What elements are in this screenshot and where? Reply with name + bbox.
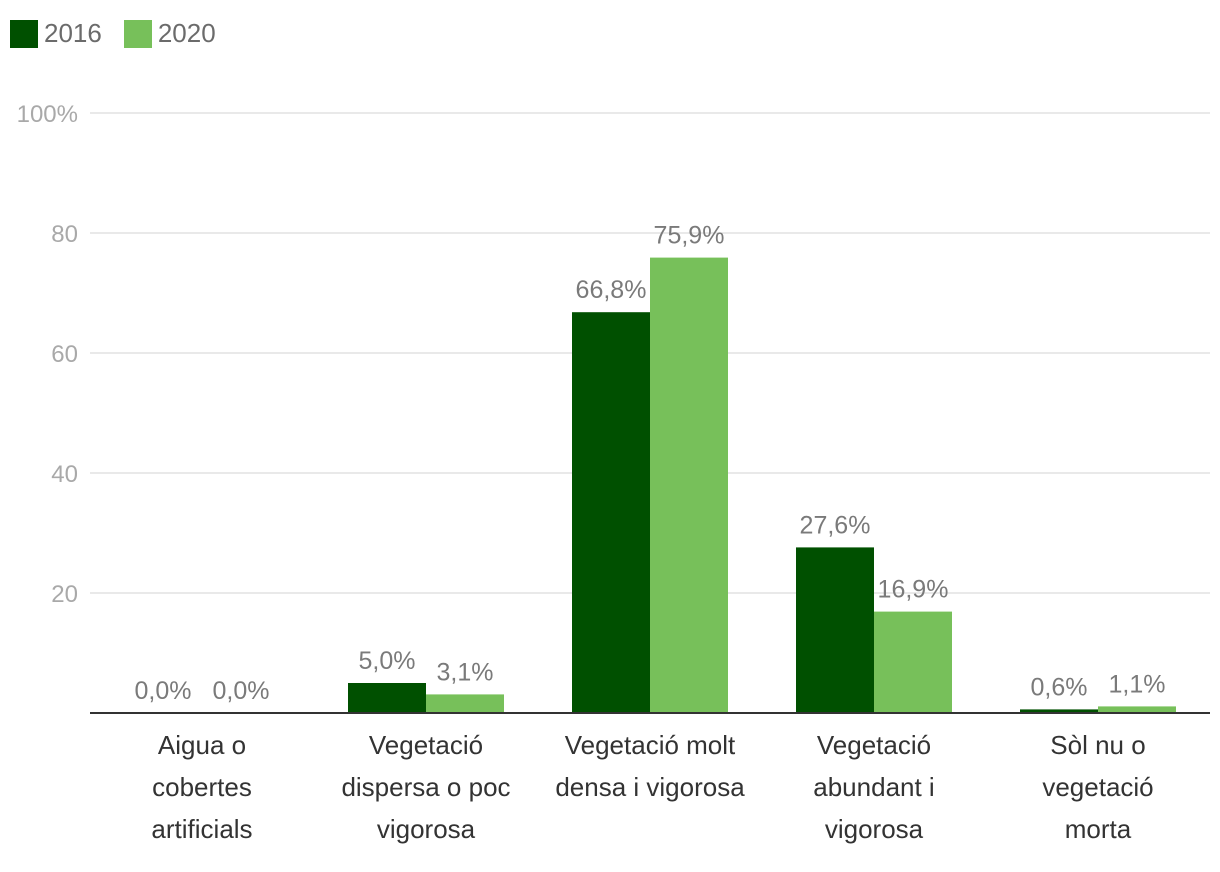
data-label-2016-0: 0,0% bbox=[135, 677, 192, 705]
bar-2020-2[interactable] bbox=[650, 257, 728, 713]
y-tick-label: 20 bbox=[51, 581, 78, 608]
x-tick-label-3: Vegetació abundant i vigorosa bbox=[813, 730, 934, 844]
bar-2020-4[interactable] bbox=[1098, 706, 1176, 713]
x-axis: Aigua o cobertes artificials Vegetació dispe… bbox=[90, 712, 1210, 844]
x-tick-label-line: vegetació bbox=[1042, 772, 1153, 802]
x-tick-label-line: dispersa o poc bbox=[341, 772, 510, 802]
y-tick-label: 80 bbox=[51, 221, 78, 248]
data-label-2016-2: 66,8% bbox=[576, 276, 647, 304]
legend-label-2020: 2020 bbox=[157, 18, 216, 48]
legend-item-2020[interactable]: 2020 bbox=[123, 18, 216, 49]
legend: 2016 2020 bbox=[10, 18, 238, 49]
bar-2016-4[interactable] bbox=[1020, 709, 1098, 713]
x-tick-label-line: cobertes bbox=[152, 772, 252, 802]
x-tick-label-line: artificials bbox=[151, 814, 252, 844]
x-tick-label-line: Vegetació bbox=[817, 730, 931, 760]
legend-swatch-2020 bbox=[123, 19, 152, 48]
bar-2020-3[interactable] bbox=[874, 611, 952, 713]
label-layer: 0,0% 0,0% 5,0% 3,1% 66,8%75,9% 27,6% 16,9% 0,6%… bbox=[135, 222, 1166, 705]
x-tick-label-line: abundant i bbox=[813, 772, 934, 802]
data-label-2020-4: 1,1% bbox=[1109, 670, 1166, 698]
data-label-2016-3: 27,6% bbox=[800, 511, 871, 539]
data-label-2020-0: 0,0% bbox=[213, 677, 270, 705]
y-tick-label: 100% bbox=[17, 101, 78, 128]
x-tick-label-0: Aigua o cobertes artificials bbox=[151, 730, 252, 844]
x-tick-label-line: Vegetació bbox=[369, 730, 483, 760]
data-label-2016-4: 0,6% bbox=[1031, 673, 1088, 701]
data-label-2016-1: 5,0% bbox=[359, 647, 416, 675]
data-label-2020-3: 16,9% bbox=[878, 576, 949, 604]
bar-2016-2[interactable] bbox=[572, 312, 650, 713]
bar-layer bbox=[348, 257, 1176, 713]
legend-label-2016: 2016 bbox=[44, 18, 102, 48]
x-tick-label-line: Sòl nu o bbox=[1050, 730, 1145, 760]
bar-2016-1[interactable] bbox=[348, 683, 426, 713]
bar-2016-3[interactable] bbox=[796, 547, 874, 713]
x-tick-label-line: morta bbox=[1065, 814, 1132, 844]
x-tick-label-line: vigorosa bbox=[825, 814, 924, 844]
legend-item-2016[interactable]: 2016 bbox=[10, 18, 102, 49]
data-label-2020-1: 3,1% bbox=[437, 658, 494, 686]
x-tick-label-line: Aigua o bbox=[158, 730, 246, 760]
x-tick-label-1: Vegetació dispersa o poc vigorosa bbox=[341, 730, 510, 844]
x-tick-label-2: Vegetació molt densa i vigorosa bbox=[555, 730, 745, 802]
x-tick-label-line: densa i vigorosa bbox=[555, 772, 745, 802]
y-tick-label: 60 bbox=[51, 341, 78, 368]
data-label-2020-2: 75,9% bbox=[654, 222, 725, 250]
legend-swatch-2016 bbox=[10, 19, 38, 48]
x-tick-label-line: Vegetació molt bbox=[565, 730, 736, 760]
x-tick-label-line: vigorosa bbox=[377, 814, 476, 844]
bar-2020-1[interactable] bbox=[426, 694, 504, 713]
x-tick-label-4: Sòl nu o vegetació morta bbox=[1042, 730, 1153, 844]
y-tick-label: 40 bbox=[51, 461, 78, 488]
